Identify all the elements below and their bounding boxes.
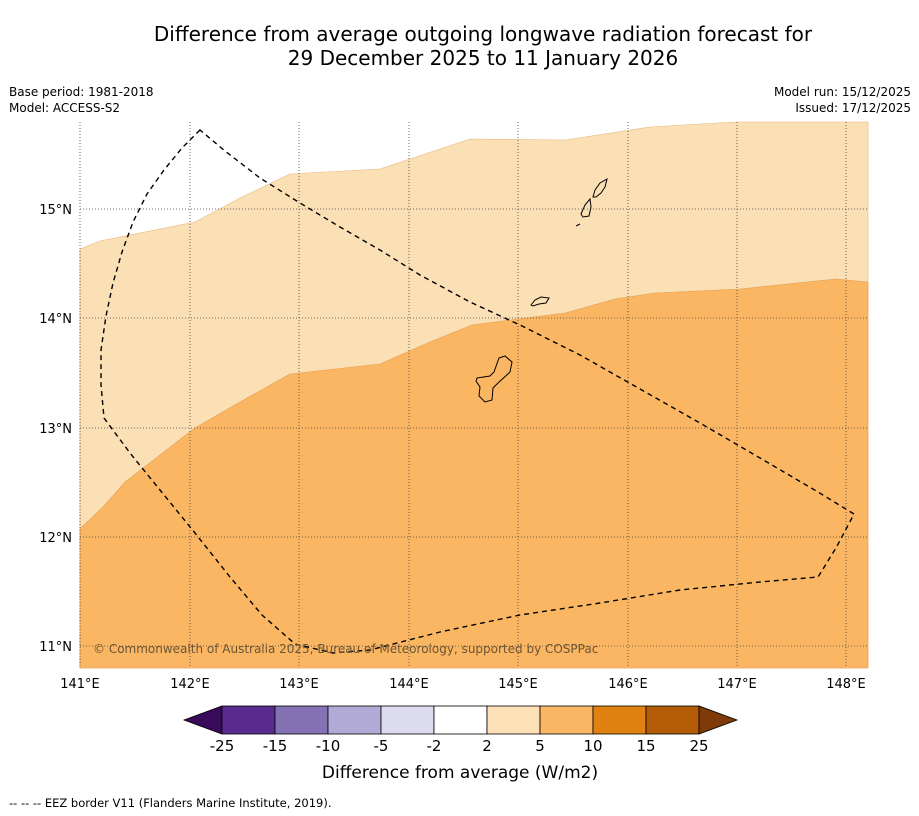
colorbar-tick-label: 15 xyxy=(636,737,655,755)
colorbar-extend-low xyxy=(182,705,223,735)
lon-tick-label: 148°E xyxy=(826,677,866,692)
graticule xyxy=(79,122,868,668)
colorbar-tick-label: -5 xyxy=(374,737,389,755)
copyright-text: © Commonwealth of Australia 2025, Bureau… xyxy=(93,642,598,656)
meta-left: Base period: 1981-2018 Model: ACCESS-S2 xyxy=(9,84,154,116)
guam-island xyxy=(475,355,513,403)
colorbar-tick-label: -10 xyxy=(316,737,341,755)
lon-axis: 141°E 142°E 143°E 144°E 145°E 146°E 147°… xyxy=(60,677,866,692)
lat-axis: 15°N 14°N 13°N 12°N 11°N xyxy=(39,203,72,655)
chart-title: Difference from average outgoing longwav… xyxy=(0,22,919,70)
meta-right: Model run: 15/12/2025 Issued: 17/12/2025 xyxy=(774,84,911,116)
base-period: Base period: 1981-2018 xyxy=(9,85,154,99)
model-run: Model run: 15/12/2025 xyxy=(773,85,911,99)
islands xyxy=(475,177,608,403)
title-line-2: 29 December 2025 to 11 January 2026 xyxy=(287,46,679,70)
colorbar-tick-label: 25 xyxy=(689,737,708,755)
eez-footnote: -- -- -- EEZ border V11 (Flanders Marine… xyxy=(9,796,332,810)
colorbar-segment xyxy=(592,705,647,735)
rota-island xyxy=(530,296,550,307)
lat-tick-label: 14°N xyxy=(39,312,72,327)
colorbar xyxy=(182,705,739,735)
lat-tick-label: 11°N xyxy=(39,640,72,655)
colorbar-label: Difference from average (W/m2) xyxy=(322,763,598,783)
colorbar-segment xyxy=(380,705,435,735)
eez-border xyxy=(100,129,855,654)
colorbar-tick-label: 10 xyxy=(583,737,602,755)
lat-tick-label: 15°N xyxy=(39,203,72,218)
colorbar-tick-label: -25 xyxy=(210,737,235,755)
lon-tick-label: 144°E xyxy=(389,677,429,692)
anomaly-band-5-to-10 xyxy=(79,278,869,669)
colorbar-segment xyxy=(539,705,594,735)
lon-tick-label: 143°E xyxy=(279,677,319,692)
lon-tick-label: 145°E xyxy=(498,677,538,692)
colorbar-segment xyxy=(486,705,541,735)
title-line-1: Difference from average outgoing longwav… xyxy=(153,22,813,46)
lat-tick-label: 12°N xyxy=(39,531,72,546)
colorbar-tick-label: -2 xyxy=(427,737,442,755)
map-panel: © Commonwealth of Australia 2025, Bureau… xyxy=(79,121,869,669)
issued-date: Issued: 17/12/2025 xyxy=(795,101,911,115)
colorbar-tick-label: 2 xyxy=(482,737,492,755)
lon-tick-label: 146°E xyxy=(608,677,648,692)
colorbar-extend-high xyxy=(698,705,739,735)
colorbar-segment xyxy=(645,705,700,735)
colorbar-segment xyxy=(433,705,488,735)
colorbar-segment xyxy=(274,705,329,735)
lat-tick-label: 13°N xyxy=(39,422,72,437)
model-name: Model: ACCESS-S2 xyxy=(9,101,121,115)
colorbar-ticks: -25 -15 -10 -5 -2 2 5 10 15 25 xyxy=(210,737,709,755)
tinian-saipan-island xyxy=(580,197,592,218)
colorbar-segment xyxy=(221,705,276,735)
tinian-island xyxy=(575,223,581,227)
lon-tick-label: 141°E xyxy=(60,677,100,692)
colorbar-segment xyxy=(327,705,382,735)
lon-tick-label: 147°E xyxy=(717,677,757,692)
saipan-island xyxy=(592,177,608,198)
colorbar-tick-label: -15 xyxy=(263,737,288,755)
colorbar-tick-label: 5 xyxy=(535,737,545,755)
lon-tick-label: 142°E xyxy=(170,677,210,692)
